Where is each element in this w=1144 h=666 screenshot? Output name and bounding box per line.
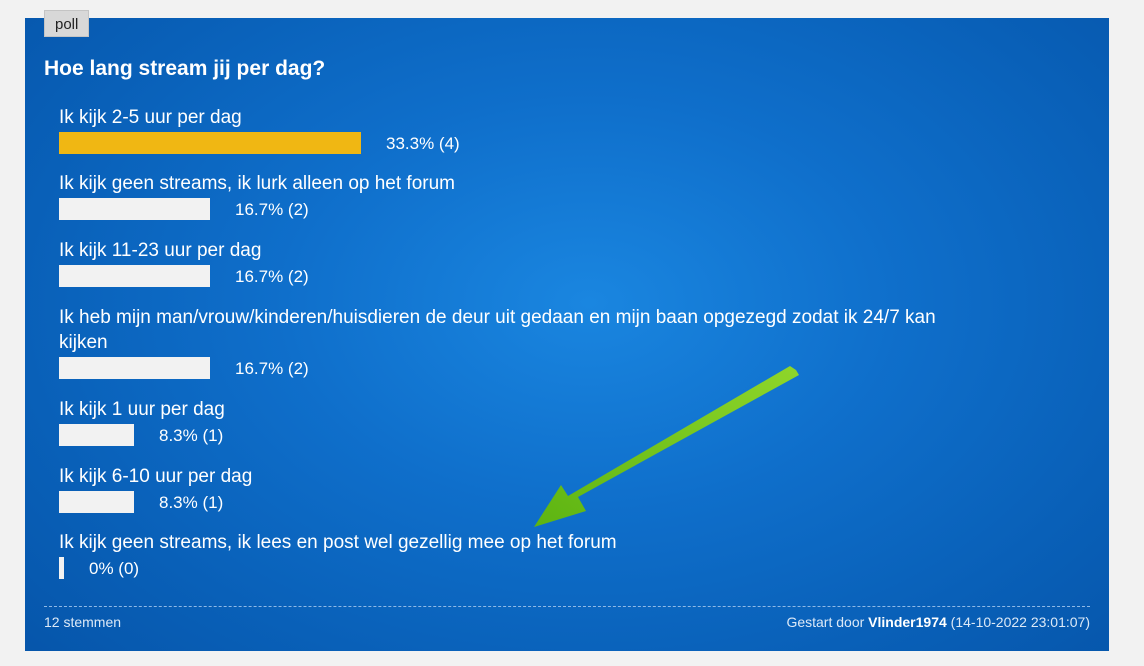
- poll-result-bar: [59, 132, 361, 154]
- poll-result-percent: 16.7% (2): [235, 267, 309, 286]
- started-date: (14-10-2022 23:01:07): [950, 614, 1090, 630]
- poll-result-percent: 33.3% (4): [386, 134, 460, 153]
- poll-started-by: Gestart door Vlinder1974 (14-10-2022 23:…: [786, 613, 1090, 631]
- vote-count: 12 stemmen: [44, 614, 122, 630]
- poll-result-row: 16.7% (2): [59, 357, 989, 379]
- poll-option-label: Ik kijk 6-10 uur per dag: [59, 466, 253, 487]
- poll-option-label: Ik kijk 2-5 uur per dag: [59, 107, 242, 128]
- poll-result-percent: 8.3% (1): [159, 493, 224, 512]
- poll-result-bar: [59, 557, 64, 579]
- poll-title: Hoe lang stream jij per dag?: [44, 57, 326, 80]
- poll-result-percent: 0% (0): [89, 559, 140, 578]
- poll-option-label: Ik heb mijn man/vrouw/kinderen/huisdiere…: [59, 307, 936, 353]
- poll-result-percent: 16.7% (2): [235, 200, 309, 219]
- poll-result-bar: [59, 198, 210, 220]
- poll-result-row: 0% (0): [59, 557, 989, 579]
- poll-result-row: 16.7% (2): [59, 265, 989, 287]
- poll-option-label: Ik kijk 11-23 uur per dag: [59, 240, 262, 261]
- poll-option: Ik kijk 1 uur per dag 8.3% (1): [59, 397, 989, 446]
- poll-result-percent: 16.7% (2): [235, 359, 309, 378]
- poll-box: [25, 18, 1109, 651]
- poll-result-bar: [59, 357, 210, 379]
- poll-option-label: Ik kijk 1 uur per dag: [59, 399, 225, 420]
- poll-option-label: Ik kijk geen streams, ik lees en post we…: [59, 532, 617, 553]
- poll-option: Ik kijk geen streams, ik lees en post we…: [59, 530, 989, 579]
- poll-result-percent: 8.3% (1): [159, 426, 224, 445]
- poll-result-bar: [59, 491, 134, 513]
- author-link[interactable]: Vlinder1974: [868, 614, 947, 630]
- poll-option: Ik kijk 11-23 uur per dag 16.7% (2): [59, 238, 989, 287]
- started-prefix: Gestart door: [786, 614, 865, 630]
- poll-result-row: 8.3% (1): [59, 424, 989, 446]
- poll-option: Ik kijk 2-5 uur per dag 33.3% (4): [59, 105, 989, 154]
- footer-divider: [44, 606, 1090, 607]
- poll-result-row: 8.3% (1): [59, 491, 989, 513]
- poll-option: Ik kijk geen streams, ik lurk alleen op …: [59, 171, 989, 220]
- poll-option: Ik kijk 6-10 uur per dag 8.3% (1): [59, 464, 989, 513]
- poll-result-row: 16.7% (2): [59, 198, 989, 220]
- poll-tag: poll: [44, 10, 90, 37]
- poll-result-bar: [59, 424, 134, 446]
- poll-result-row: 33.3% (4): [59, 132, 989, 154]
- poll-result-bar: [59, 265, 210, 287]
- poll-option-label: Ik kijk geen streams, ik lurk alleen op …: [59, 173, 456, 194]
- poll-option: Ik heb mijn man/vrouw/kinderen/huisdiere…: [59, 305, 989, 379]
